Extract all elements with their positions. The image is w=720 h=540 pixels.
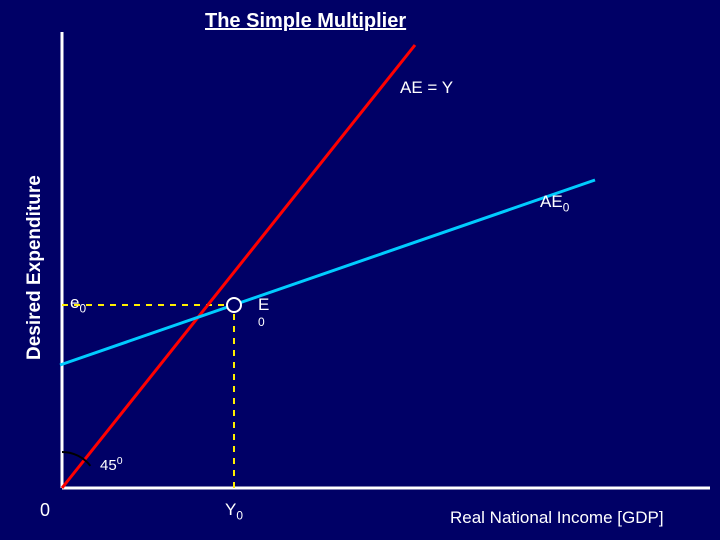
point-E-sub-label: 0 (258, 315, 265, 329)
point-E-label: E (258, 295, 269, 315)
page-title: The Simple Multiplier (205, 10, 406, 33)
e0-label: e0 (70, 293, 86, 315)
x-axis-label: Real National Income [GDP] (450, 508, 664, 528)
y-axis-label: Desired Expenditure (24, 175, 46, 360)
line-ae0-label: AE0 (540, 192, 569, 214)
angle-45-label: 450 (100, 455, 123, 474)
y0-label: Y0 (225, 500, 243, 522)
origin-label: 0 (40, 500, 50, 521)
line-45-label: AE = Y (400, 78, 453, 98)
